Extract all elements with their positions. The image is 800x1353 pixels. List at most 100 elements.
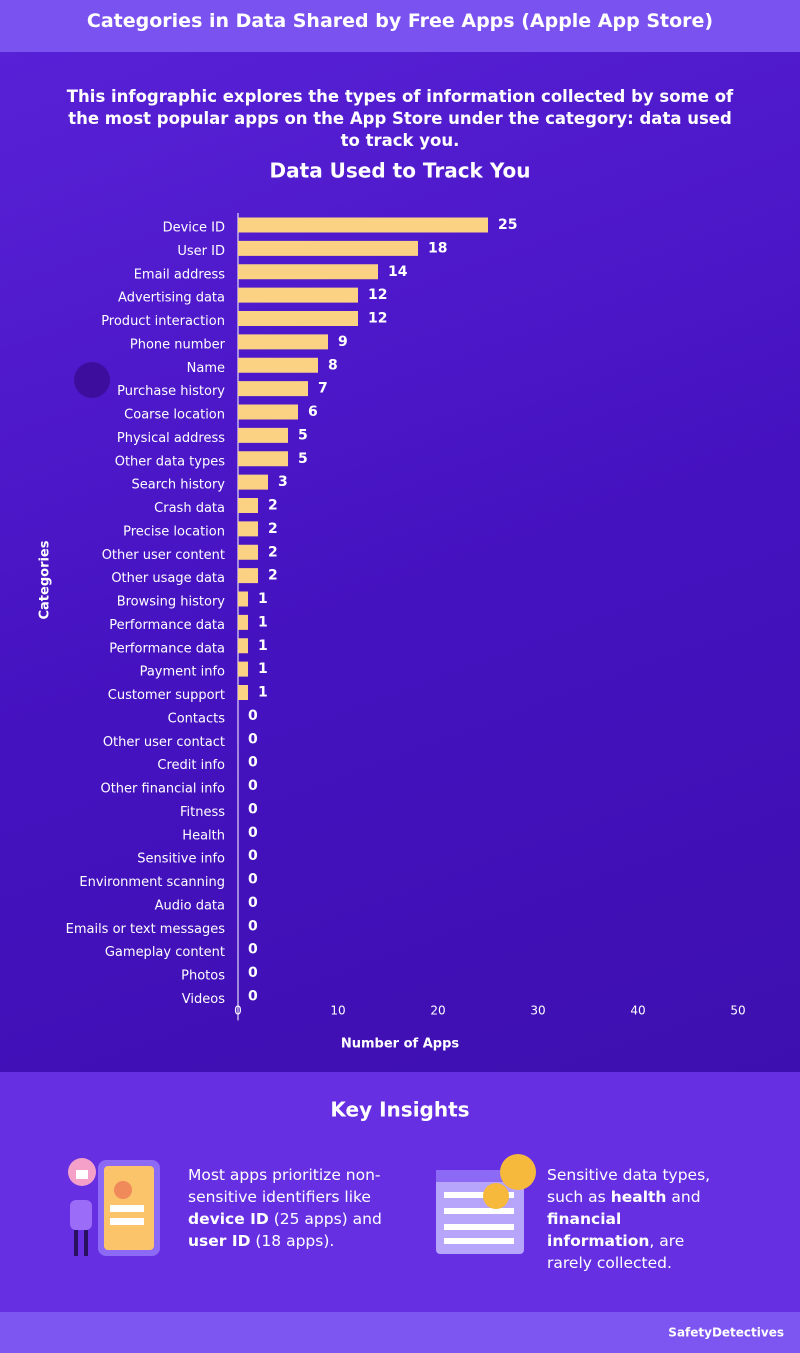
insight-segment: (18 apps). [250,1232,335,1250]
chart-title: Data Used to Track You [270,159,531,183]
y-tick-label: Credit info [157,758,225,773]
y-tick-label: Other financial info [100,782,225,797]
y-tick-label: Purchase history [117,384,225,399]
footer-brand: SafetyDetectives [668,1326,784,1340]
bar [238,591,248,607]
value-label: 6 [308,404,318,420]
footer-bar [0,1312,800,1353]
value-label: 0 [248,918,258,934]
bar [238,427,288,443]
y-tick-label: Customer support [108,688,225,703]
y-tick-label: User ID [177,244,225,259]
value-label: 0 [248,731,258,747]
value-label: 0 [248,825,258,841]
insight-emphasis: health [610,1188,667,1206]
page-title: Categories in Data Shared by Free Apps (… [86,10,714,32]
insight-segment: Most apps prioritize non-sensitive ident… [188,1166,381,1206]
y-tick-label: Environment scanning [79,875,225,890]
y-tick-label: Advertising data [118,291,225,306]
value-label: 1 [258,638,268,654]
value-label: 5 [298,451,308,467]
insight-text: Sensitive data types, such as health and… [547,1164,732,1274]
value-label: 9 [338,334,348,350]
bar [238,404,298,420]
value-label: 0 [248,801,258,817]
bar [238,498,258,513]
bar [238,357,318,373]
bar [238,568,258,584]
value-label: 14 [388,264,408,280]
bar [238,451,288,467]
bar [238,544,258,560]
y-tick-label: Search history [131,478,225,493]
intro: This infographic explores the types of i… [66,87,734,150]
y-tick-label: Precise location [123,524,225,539]
y-tick-label: Email address [134,267,226,282]
decor [74,362,110,398]
x-tick-label: 50 [730,1004,745,1018]
y-tick-label: Payment info [140,665,225,680]
y-tick-label: Videos [182,992,225,1007]
y-tick-label: Coarse location [124,408,225,423]
y-tick-label: Other data types [115,454,225,469]
y-tick-label: Product interaction [101,314,225,329]
y-tick-label: Audio data [155,898,225,913]
value-label: 0 [248,895,258,911]
y-tick-label: Phone number [130,337,226,352]
bar [238,661,248,677]
insight-segment: Sensitive data types, such as [547,1166,711,1206]
bar [238,264,378,280]
x-axis-label: Number of Apps [341,1037,460,1052]
value-label: 0 [248,872,258,888]
value-label: 2 [268,498,278,514]
x-tick-label: 10 [330,1004,345,1018]
y-tick-label: Sensitive info [137,852,225,867]
value-label: 8 [328,357,338,373]
insight-emphasis: device ID [188,1210,269,1228]
insights-title: Key Insights [330,1098,469,1122]
bar [238,311,358,326]
insight-emphasis: financial information [547,1210,650,1250]
insight-segment: , are rarely collected. [547,1232,685,1272]
bar [238,474,268,490]
y-axis-label: Categories [38,540,53,619]
document-icon [436,1154,536,1254]
bar [238,334,328,350]
insight-segment: and [666,1188,701,1206]
insight-text: Most apps prioritize non-sensitive ident… [188,1164,388,1252]
bar [238,217,488,233]
bar [238,685,248,700]
value-label: 7 [318,381,328,397]
y-tick-label: Physical address [117,431,225,446]
bar [238,287,358,303]
value-label: 0 [248,778,258,794]
value-label: 1 [258,591,268,607]
value-label: 3 [278,474,288,490]
insight-segment: (25 apps) and [268,1210,382,1228]
x-tick-label: 0 [234,1004,242,1018]
value-label: 0 [248,965,258,981]
value-label: 2 [268,568,278,584]
value-label: 0 [248,942,258,958]
x-tick-label: 30 [530,1004,545,1018]
insight-emphasis: user ID [188,1232,251,1250]
x-tick-label: 40 [630,1004,645,1018]
y-tick-label: Health [182,828,225,843]
y-tick-label: Browsing history [117,595,226,610]
bar [238,240,418,256]
value-label: 12 [368,311,387,327]
bar [238,614,248,630]
y-tick-label: Crash data [154,501,225,516]
phone-icon [68,1158,160,1256]
y-tick-label: Contacts [168,711,226,726]
y-tick-label: Other usage data [111,571,225,586]
y-tick-label: Other user contact [103,735,225,750]
value-label: 1 [258,661,268,677]
value-label: 25 [498,217,517,233]
value-label: 2 [268,544,278,560]
y-tick-label: Gameplay content [105,945,225,960]
y-tick-label: Other user content [102,548,225,563]
bar [238,521,258,537]
value-label: 1 [258,614,268,630]
